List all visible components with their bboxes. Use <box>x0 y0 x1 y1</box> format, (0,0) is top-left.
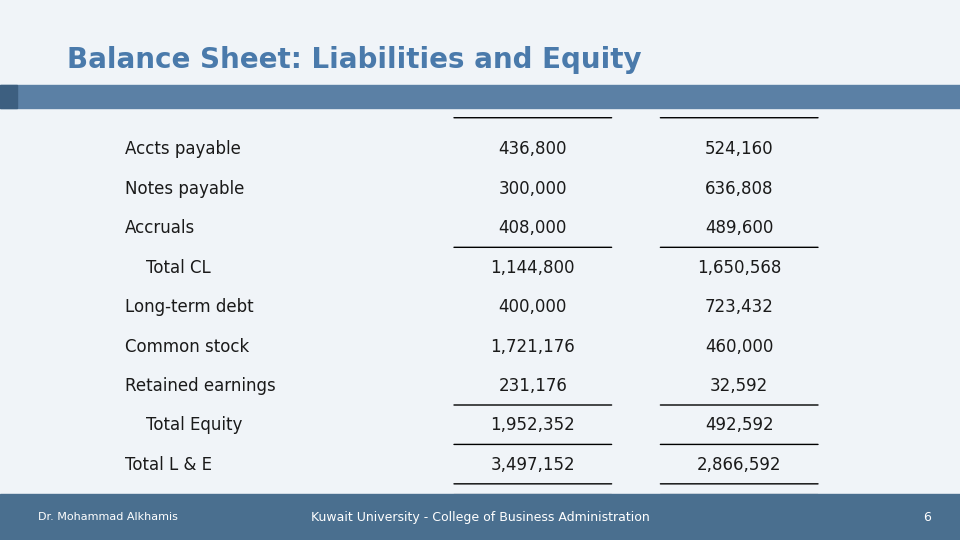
Text: 1,650,568: 1,650,568 <box>697 259 781 276</box>
Text: 492,592: 492,592 <box>705 416 774 434</box>
Text: Common stock: Common stock <box>125 338 249 355</box>
Text: 1,721,176: 1,721,176 <box>491 338 575 355</box>
Text: 1,952,352: 1,952,352 <box>491 416 575 434</box>
Text: 300,000: 300,000 <box>498 180 567 198</box>
Text: 408,000: 408,000 <box>498 219 567 237</box>
Text: Total L & E: Total L & E <box>125 456 212 474</box>
Text: 2012: 2012 <box>718 92 760 110</box>
Text: Total CL: Total CL <box>125 259 210 276</box>
Text: Long-term debt: Long-term debt <box>125 298 253 316</box>
Text: 723,432: 723,432 <box>705 298 774 316</box>
Text: Accts payable: Accts payable <box>125 140 241 158</box>
Text: 436,800: 436,800 <box>498 140 567 158</box>
Text: 524,160: 524,160 <box>705 140 774 158</box>
Text: 636,808: 636,808 <box>705 180 774 198</box>
Text: Retained earnings: Retained earnings <box>125 377 276 395</box>
Text: 231,176: 231,176 <box>498 377 567 395</box>
Text: Notes payable: Notes payable <box>125 180 244 198</box>
Text: 400,000: 400,000 <box>498 298 567 316</box>
Text: Dr. Mohammad Alkhamis: Dr. Mohammad Alkhamis <box>38 512 179 522</box>
Text: Kuwait University - College of Business Administration: Kuwait University - College of Business … <box>311 510 649 524</box>
Text: 2013E: 2013E <box>507 92 559 110</box>
Text: Balance Sheet: Liabilities and Equity: Balance Sheet: Liabilities and Equity <box>67 46 642 74</box>
Text: 3,497,152: 3,497,152 <box>491 456 575 474</box>
Text: 1,144,800: 1,144,800 <box>491 259 575 276</box>
Text: 2,866,592: 2,866,592 <box>697 456 781 474</box>
Text: 32,592: 32,592 <box>710 377 768 395</box>
Text: Total Equity: Total Equity <box>125 416 242 434</box>
Text: 489,600: 489,600 <box>705 219 774 237</box>
Text: 460,000: 460,000 <box>705 338 774 355</box>
Text: Accruals: Accruals <box>125 219 195 237</box>
Text: 6: 6 <box>924 510 931 524</box>
